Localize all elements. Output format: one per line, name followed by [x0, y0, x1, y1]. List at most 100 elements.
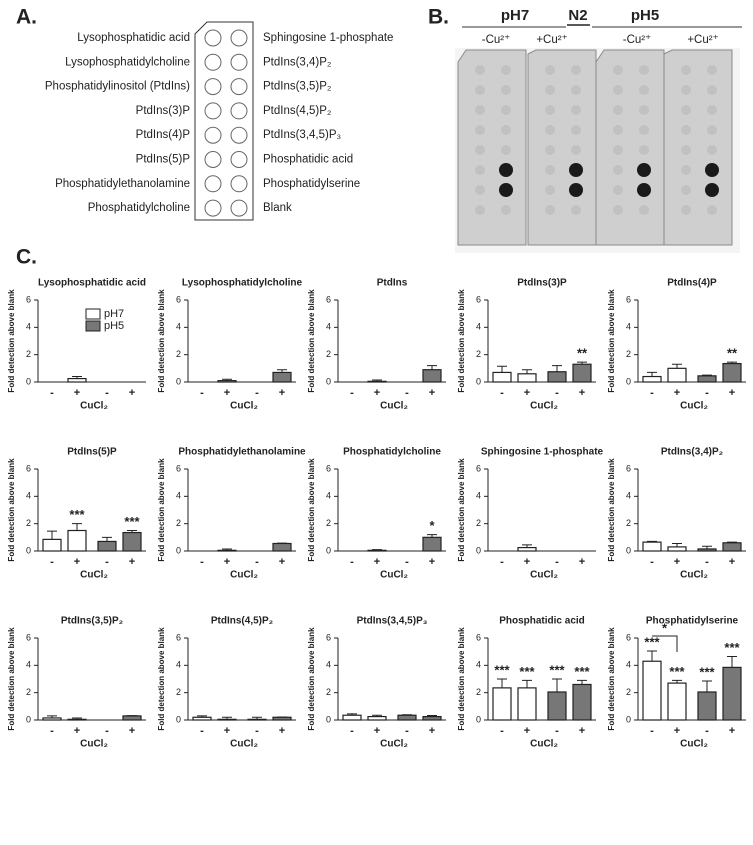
y-tick-label: 0 — [176, 714, 181, 724]
bar — [422, 536, 442, 552]
significance-marker: *** — [669, 664, 685, 679]
x-tick-label: - — [50, 556, 54, 568]
y-axis-label: Fold detection above blank — [457, 627, 466, 731]
x-tick-label: - — [555, 556, 559, 568]
membrane-spot — [639, 65, 649, 75]
bar — [492, 371, 512, 383]
bar — [642, 375, 662, 383]
significance-marker: *** — [574, 664, 590, 679]
x-axis-label: CuCl₂ — [530, 739, 558, 750]
significance-marker: *** — [519, 664, 535, 679]
error-bar — [647, 650, 657, 662]
membrane-spot — [475, 165, 485, 175]
x-tick-label: + — [129, 387, 135, 399]
membrane-strip — [663, 49, 733, 246]
y-tick-label: 4 — [626, 322, 631, 332]
error-bar — [672, 363, 682, 369]
bar — [122, 715, 142, 721]
y-tick-label: 4 — [326, 660, 331, 670]
membrane-spot — [705, 183, 719, 197]
bar — [247, 718, 267, 721]
bar-chart: PtdIns(3)P Fold detection above blank 0 2 4 6… — [457, 278, 596, 412]
y-tick-label: 0 — [626, 545, 631, 555]
y-axis-label: Fold detection above blank — [7, 458, 16, 562]
y-axis-label: Fold detection above blank — [157, 289, 166, 393]
bar — [217, 718, 237, 721]
bar — [642, 660, 662, 721]
membrane-spot — [501, 65, 511, 75]
membrane-spot — [501, 205, 511, 215]
membrane-spot — [571, 145, 581, 155]
y-tick-label: 2 — [26, 518, 31, 528]
bar — [122, 531, 142, 552]
y-tick-label: 2 — [476, 349, 481, 359]
x-tick-label: + — [429, 725, 435, 737]
bar — [422, 369, 442, 383]
x-tick-label: + — [429, 387, 435, 399]
membrane-spot — [707, 125, 717, 135]
membrane-spot — [499, 183, 513, 197]
y-tick-label: 4 — [176, 491, 181, 501]
significance-marker: *** — [724, 640, 740, 655]
y-tick-label: 0 — [476, 376, 481, 386]
membrane-spot — [475, 85, 485, 95]
spot-outline — [204, 126, 222, 144]
bar-chart: Phosphatidic acid Fold detection above bl… — [457, 616, 596, 750]
x-tick-label: - — [555, 725, 559, 737]
membrane-spot — [705, 163, 719, 177]
chart-title: PtdIns(3)P — [517, 278, 567, 289]
x-axis-label: CuCl₂ — [680, 739, 708, 750]
membrane-spot — [571, 125, 581, 135]
bar — [67, 529, 87, 552]
error-bar — [727, 541, 737, 543]
bar-chart: PtdIns(4)P Fold detection above blank 0 2 4 6… — [607, 278, 746, 412]
y-axis-label: Fold detection above blank — [307, 458, 316, 562]
chart-title: Phosphatidylcholine — [343, 447, 441, 458]
error-bar — [127, 530, 137, 533]
panel-label: C. — [16, 246, 37, 269]
x-tick-label: + — [129, 725, 135, 737]
chart-title: Phosphatidic acid — [499, 616, 585, 627]
spot-outline — [230, 199, 248, 217]
y-tick-label: 6 — [176, 632, 181, 642]
membrane-spot — [501, 105, 511, 115]
bar — [42, 717, 62, 721]
y-axis-label: Fold detection above blank — [157, 458, 166, 562]
x-tick-label: + — [374, 725, 380, 737]
bar-chart: Sphingosine 1-phosphate Fold detection ab… — [457, 447, 603, 581]
x-tick-label: + — [224, 387, 230, 399]
y-tick-label: 4 — [176, 322, 181, 332]
bar — [367, 549, 387, 552]
error-bar — [427, 534, 437, 538]
x-tick-label: + — [524, 725, 530, 737]
bar — [572, 363, 592, 383]
spot-outline — [204, 199, 222, 217]
error-bar — [427, 714, 437, 717]
x-axis-label: CuCl₂ — [380, 739, 408, 750]
y-tick-label: 0 — [26, 376, 31, 386]
membrane-spot — [681, 185, 691, 195]
x-axis-label: CuCl₂ — [230, 739, 258, 750]
bar — [97, 540, 117, 552]
spot-outline — [204, 175, 222, 193]
y-tick-label: 0 — [476, 545, 481, 555]
y-tick-label: 2 — [626, 518, 631, 528]
chart-title: Phosphatidylserine — [646, 616, 739, 627]
x-tick-label: - — [350, 725, 354, 737]
y-tick-label: 0 — [626, 714, 631, 724]
membrane-spot — [637, 183, 651, 197]
membrane-spot — [545, 85, 555, 95]
y-axis-label: Fold detection above blank — [7, 627, 16, 731]
bar-chart: Phosphatidylethanolamine Fold detection a… — [157, 447, 306, 581]
error-bar — [552, 678, 562, 692]
y-tick-label: 2 — [176, 687, 181, 697]
error-bar — [222, 378, 232, 381]
bar — [667, 682, 687, 721]
bar — [492, 687, 512, 721]
membrane-spot — [501, 125, 511, 135]
membrane-spot — [707, 105, 717, 115]
comparison-label: * — [662, 620, 668, 635]
y-tick-label: 6 — [476, 294, 481, 304]
membrane-spot — [707, 65, 717, 75]
significance-marker: *** — [549, 662, 565, 677]
